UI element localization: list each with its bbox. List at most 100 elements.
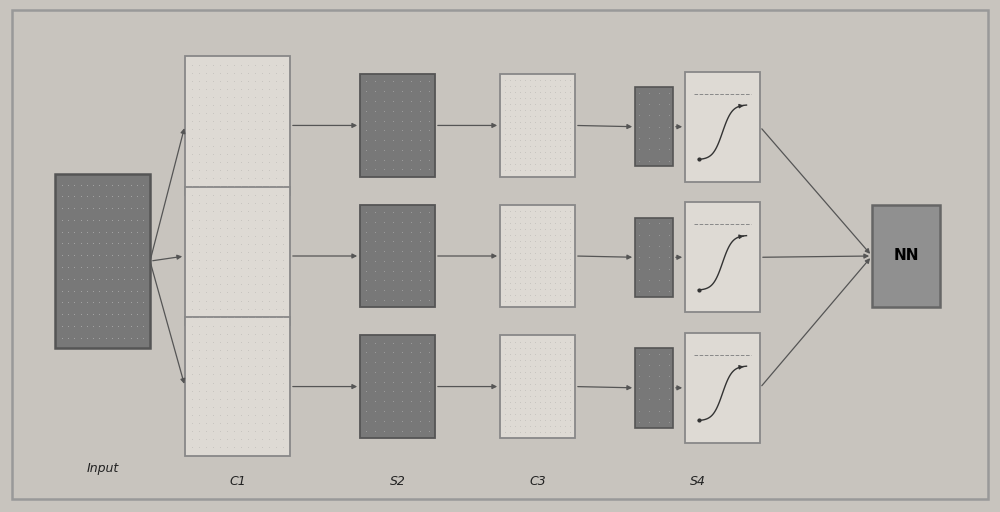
Point [219,191,235,199]
Point [358,165,374,174]
Point [123,287,139,295]
Point [275,199,291,207]
Point [522,160,538,168]
Point [557,416,573,424]
Point [562,428,578,436]
Point [394,165,410,174]
Point [254,125,270,134]
Point [212,313,228,321]
Point [497,76,513,84]
Point [247,346,263,354]
Point [517,219,533,227]
Point [651,350,667,358]
Point [562,118,578,126]
Point [116,204,132,212]
Point [261,338,277,346]
Point [403,257,419,265]
Point [184,134,200,142]
Point [527,160,543,168]
Point [517,421,533,430]
Point [502,112,518,120]
Point [116,334,132,342]
Point [502,82,518,91]
Point [73,310,89,318]
Point [552,349,568,357]
Point [54,216,70,224]
Point [54,334,70,342]
Point [247,370,263,378]
Point [385,358,401,366]
Point [641,418,657,426]
Point [247,354,263,362]
Point [641,134,657,142]
Point [184,435,200,443]
Point [502,267,518,275]
Point [527,428,543,436]
Point [421,286,437,294]
Point [191,395,207,403]
Point [123,192,139,200]
Point [552,368,568,376]
Point [275,166,291,174]
Point [212,296,228,305]
Point [268,101,284,109]
Point [219,240,235,248]
Point [522,88,538,96]
Point [631,230,647,239]
Point [641,395,657,403]
Point [226,231,242,240]
Point [532,207,548,215]
Point [247,362,263,370]
Point [226,354,242,362]
Point [367,368,383,376]
Point [198,191,214,199]
Point [517,368,533,376]
Point [562,82,578,91]
Point [547,106,563,115]
Point [394,247,410,255]
Point [412,126,428,135]
Point [205,150,221,158]
Point [268,313,284,321]
Point [403,296,419,304]
Point [394,227,410,236]
Point [522,279,538,287]
Point [502,148,518,157]
Point [275,280,291,288]
Point [219,443,235,452]
Point [527,255,543,263]
Point [205,240,221,248]
Point [385,87,401,95]
Point [254,378,270,387]
Point [651,219,667,227]
Point [268,231,284,240]
Point [537,261,553,269]
Point [552,410,568,418]
Point [522,397,538,406]
Point [537,361,553,370]
Point [233,191,249,199]
Point [403,407,419,415]
Point [547,100,563,109]
Point [275,288,291,296]
Point [358,417,374,425]
Point [517,124,533,133]
Point [537,100,553,109]
Point [233,216,249,224]
Point [212,419,228,427]
Point [198,142,214,150]
Point [385,417,401,425]
Point [79,216,95,224]
Point [557,361,573,370]
Point [527,136,543,144]
Point [129,322,145,330]
Point [522,392,538,400]
Point [376,368,392,376]
Point [275,134,291,142]
Point [497,155,513,163]
Point [517,112,533,120]
Point [205,117,221,125]
Point [385,126,401,135]
Point [517,213,533,221]
Point [247,305,263,313]
